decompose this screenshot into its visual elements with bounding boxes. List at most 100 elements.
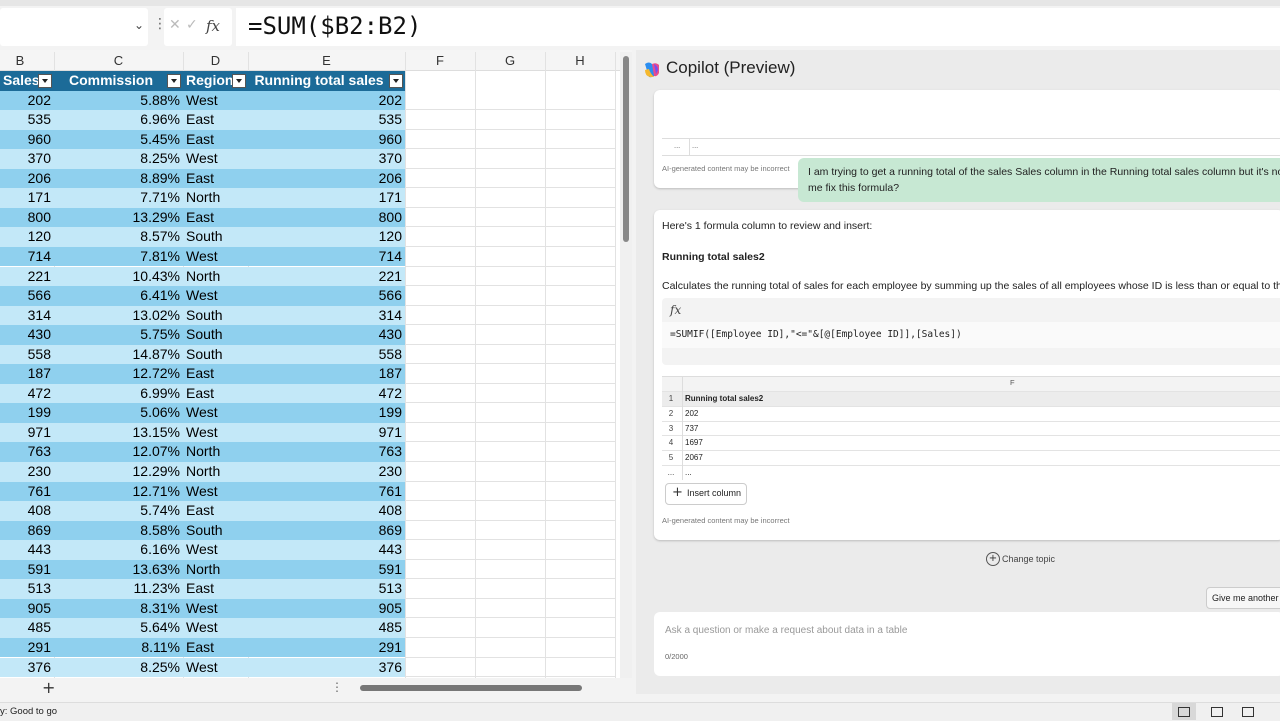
table-cell[interactable]: 120 (248, 227, 405, 247)
table-cell[interactable]: 206 (248, 168, 405, 189)
table-cell[interactable]: West (183, 481, 248, 502)
insert-column-button[interactable]: + Insert column (665, 483, 747, 505)
table-cell[interactable]: 7.81% (54, 246, 183, 267)
table-cell[interactable]: 971 (248, 422, 405, 443)
table-cell[interactable]: South (183, 520, 248, 541)
table-cell[interactable]: 12.71% (54, 481, 183, 502)
table-cell[interactable]: 314 (0, 305, 54, 326)
table-cell[interactable]: 12.07% (54, 442, 183, 462)
table-cell[interactable]: 714 (248, 246, 405, 267)
enter[interactable]: ✓ (186, 17, 198, 33)
table-cell[interactable]: 430 (248, 325, 405, 345)
table-cell[interactable]: 199 (248, 403, 405, 423)
page-layout-view[interactable] (1211, 707, 1223, 717)
table-cell[interactable]: 370 (248, 149, 405, 169)
table-cell[interactable]: East (183, 110, 248, 130)
table-cell[interactable]: 12.29% (54, 462, 183, 482)
table-cell[interactable]: 869 (0, 520, 54, 541)
table-cell[interactable]: 8.25% (54, 657, 183, 677)
table-cell[interactable]: East (183, 207, 248, 228)
table-cell[interactable]: North (183, 559, 248, 580)
table-cell[interactable]: 199 (0, 403, 54, 423)
table-cell[interactable]: East (183, 579, 248, 599)
table-cell[interactable]: West (183, 246, 248, 267)
table-cell[interactable]: 13.15% (54, 422, 183, 443)
table-cell[interactable]: West (183, 540, 248, 560)
table-cell[interactable]: 6.41% (54, 286, 183, 306)
table-cell[interactable]: 761 (248, 481, 405, 502)
table-cell[interactable]: 800 (248, 207, 405, 228)
table-cell[interactable]: 800 (0, 207, 54, 228)
table-cell[interactable]: 8.31% (54, 598, 183, 619)
table-cell[interactable]: 5.74% (54, 501, 183, 521)
table-cell[interactable]: 472 (0, 383, 54, 404)
table-cell[interactable]: 408 (0, 501, 54, 521)
table-cell[interactable]: East (183, 637, 248, 658)
more[interactable]: ⋮ (153, 16, 167, 32)
table-cell[interactable]: 535 (0, 110, 54, 130)
table-cell[interactable]: 8.57% (54, 227, 183, 247)
table-cell[interactable]: East (183, 501, 248, 521)
table-cell[interactable]: 6.99% (54, 383, 183, 404)
table-cell[interactable]: 566 (248, 286, 405, 306)
v-thumb[interactable] (623, 56, 629, 242)
table-cell[interactable]: 5.75% (54, 325, 183, 345)
change-topic[interactable]: Change topic (1002, 554, 1056, 564)
table-cell[interactable]: 8.11% (54, 637, 183, 658)
table-cell[interactable]: North (183, 462, 248, 482)
table-cell[interactable]: 558 (248, 344, 405, 365)
table-cell[interactable]: East (183, 129, 248, 150)
table-cell[interactable]: 5.06% (54, 403, 183, 423)
table-cell[interactable]: 869 (248, 520, 405, 541)
table-cell[interactable]: 763 (0, 442, 54, 462)
table-cell[interactable]: 221 (0, 266, 54, 286)
table-header[interactable]: Running total sales (248, 71, 405, 91)
table-cell[interactable]: South (183, 305, 248, 326)
table-cell[interactable]: 761 (0, 481, 54, 502)
table-cell[interactable]: 221 (248, 266, 405, 286)
table-cell[interactable]: 370 (0, 149, 54, 169)
table-cell[interactable]: East (183, 383, 248, 404)
chat-input[interactable]: Ask a question or make a request about d… (654, 612, 1280, 676)
table-cell[interactable]: 513 (0, 579, 54, 599)
table-cell[interactable]: 291 (0, 637, 54, 658)
table-cell[interactable]: 714 (0, 246, 54, 267)
table-cell[interactable]: 314 (248, 305, 405, 326)
table-cell[interactable]: 10.43% (54, 266, 183, 286)
table-cell[interactable]: 13.63% (54, 559, 183, 580)
filter-button[interactable] (232, 74, 246, 88)
table-cell[interactable]: West (183, 403, 248, 423)
table-cell[interactable]: 11.23% (54, 579, 183, 599)
table-cell[interactable]: 408 (248, 501, 405, 521)
table-cell[interactable]: 7.71% (54, 188, 183, 208)
table-cell[interactable]: 376 (0, 657, 54, 677)
v-scrollbar[interactable] (620, 52, 632, 678)
table-cell[interactable]: North (183, 266, 248, 286)
table-cell[interactable]: 13.02% (54, 305, 183, 326)
table-cell[interactable]: 558 (0, 344, 54, 365)
table-cell[interactable]: West (183, 657, 248, 677)
table-cell[interactable]: South (183, 344, 248, 365)
table-cell[interactable]: 187 (248, 364, 405, 384)
table-cell[interactable]: 5.88% (54, 90, 183, 111)
table-cell[interactable]: West (183, 598, 248, 619)
tab-more[interactable]: ⋮ (331, 680, 343, 694)
table-cell[interactable]: 120 (0, 227, 54, 247)
table-cell[interactable]: 513 (248, 579, 405, 599)
table-cell[interactable]: 12.72% (54, 364, 183, 384)
name-box[interactable]: ⌄ (0, 8, 148, 46)
table-cell[interactable]: 443 (248, 540, 405, 560)
table-cell[interactable]: 566 (0, 286, 54, 306)
filter-button[interactable] (38, 74, 52, 88)
table-cell[interactable]: 5.45% (54, 129, 183, 150)
table-cell[interactable]: 960 (0, 129, 54, 150)
table-cell[interactable]: East (183, 364, 248, 384)
table-cell[interactable]: 591 (0, 559, 54, 580)
table-cell[interactable]: 905 (248, 598, 405, 619)
table-cell[interactable]: North (183, 442, 248, 462)
table-cell[interactable]: West (183, 90, 248, 111)
table-cell[interactable]: West (183, 618, 248, 638)
table-cell[interactable]: South (183, 227, 248, 247)
table-header[interactable]: Commission Rate (54, 71, 183, 91)
table-cell[interactable]: 763 (248, 442, 405, 462)
